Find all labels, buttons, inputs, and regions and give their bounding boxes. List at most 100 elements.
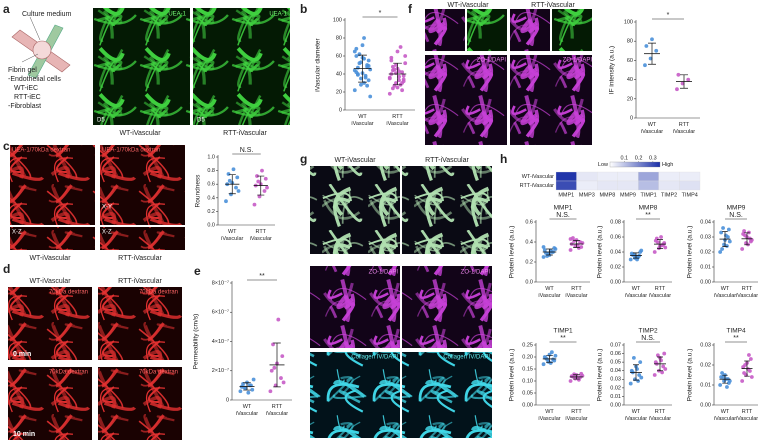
x-tick-label: RTT iVascular [565, 409, 587, 422]
data-point [272, 365, 277, 370]
micrograph [510, 55, 592, 145]
data-point [720, 247, 724, 251]
micrograph [98, 287, 182, 360]
heat-cell [555, 180, 577, 191]
heat-cell [638, 171, 660, 182]
panel-letter: g [300, 152, 307, 166]
data-point [238, 389, 243, 394]
significance-label: ** [560, 335, 566, 342]
data-point [394, 63, 398, 67]
sd-bar [722, 374, 728, 384]
data-point [720, 371, 724, 375]
x-tick-label: RTT iVascular [266, 404, 288, 417]
significance-label: N.S. [729, 212, 743, 219]
x-tick-label: RTT iVascular [649, 409, 671, 422]
data-point [740, 247, 745, 251]
micrograph [402, 166, 492, 254]
time-label: 0 min [13, 351, 31, 358]
data-point [748, 357, 753, 361]
stain-label: 70kDa dextran [49, 370, 88, 376]
y-tick-label: 80 [627, 39, 633, 45]
y-tick-label: 0.08 [610, 219, 621, 225]
x-tick-label: WT iVascular [641, 122, 663, 135]
sd-bar [393, 62, 402, 86]
y-tick-label: 20 [336, 89, 342, 95]
data-point [644, 44, 649, 48]
data-point [398, 45, 403, 49]
data-point [359, 76, 363, 81]
data-point [659, 235, 663, 239]
data-point [265, 185, 269, 190]
row-label: RTT-iVascular [520, 183, 555, 189]
column-label: TIMP4 [682, 192, 698, 198]
y-axis-label: Protein level (a.u.) [597, 226, 604, 279]
plot-title: TIMP4 [726, 328, 746, 335]
data-point [639, 375, 644, 380]
sd-bar [573, 374, 580, 380]
x-tick-label: WT iVascular [714, 409, 736, 422]
x-tick-label: RTT iVascular [250, 229, 272, 242]
micrograph [10, 227, 95, 250]
caption: RTT-iVascular [425, 157, 469, 164]
data-point [359, 82, 363, 87]
y-tick-label: 4×10⁻⁷ [212, 338, 229, 345]
data-point [553, 247, 558, 251]
y-axis-label: Protein level (a.u.) [597, 349, 604, 402]
data-point [226, 172, 231, 176]
data-point [263, 176, 268, 181]
heat-cell [576, 180, 598, 191]
view-label: X-Y [102, 205, 112, 211]
view-label: X-Z [102, 230, 112, 236]
x-tick-label: WT iVascular [538, 409, 560, 422]
micrograph [100, 227, 185, 250]
caption: RTT-iVascular [531, 2, 575, 9]
micrograph [98, 367, 182, 440]
x-tick-label: RTT iVascular [386, 114, 408, 127]
stain-label: ZO-1/DAPI [369, 270, 399, 276]
micrograph [402, 352, 492, 438]
data-point [663, 245, 668, 250]
data-point [390, 86, 395, 91]
sd-bar [680, 74, 688, 89]
data-point [360, 43, 365, 48]
schematic-label: -Endothelial cells [8, 76, 61, 83]
stain-label: 70kDa dextran [49, 290, 88, 296]
data-point [747, 353, 751, 357]
data-point [257, 194, 262, 199]
data-point [675, 87, 679, 92]
data-point [654, 48, 659, 53]
y-tick-label: 0.10 [522, 378, 533, 384]
data-point [231, 167, 236, 172]
y-tick-label: 1.0 [207, 154, 215, 160]
y-axis-label: Protein level (a.u.) [509, 349, 516, 402]
data-point [639, 248, 644, 253]
y-tick-label: 6×10⁻⁷ [212, 309, 229, 316]
stain-label: ZO-1/DAPI [461, 270, 491, 276]
data-point [749, 375, 754, 379]
y-tick-label: 0.03 [610, 377, 621, 383]
y-tick-label: 0.01 [700, 382, 711, 388]
data-point [354, 46, 359, 51]
micrograph [510, 9, 550, 51]
y-tick-label: 0.00 [522, 402, 533, 408]
micrograph [310, 352, 400, 438]
data-point [676, 72, 681, 77]
colorbar-label: Low [598, 162, 608, 168]
data-point [655, 240, 660, 245]
y-tick-label: 0.4 [525, 239, 533, 245]
data-point [553, 353, 558, 358]
y-tick-label: 0.03 [700, 234, 711, 240]
sd-bar [744, 232, 750, 246]
schematic [11, 16, 71, 79]
data-point [725, 385, 729, 389]
data-point [260, 168, 264, 173]
sd-bar [573, 240, 580, 248]
data-point [631, 355, 636, 360]
stain-label: Collagen IV/DAPI [443, 355, 490, 361]
data-point [262, 189, 267, 193]
heat-cell [638, 180, 660, 191]
data-point [252, 202, 257, 207]
micrograph [425, 9, 465, 51]
panel-letter: h [500, 152, 507, 166]
